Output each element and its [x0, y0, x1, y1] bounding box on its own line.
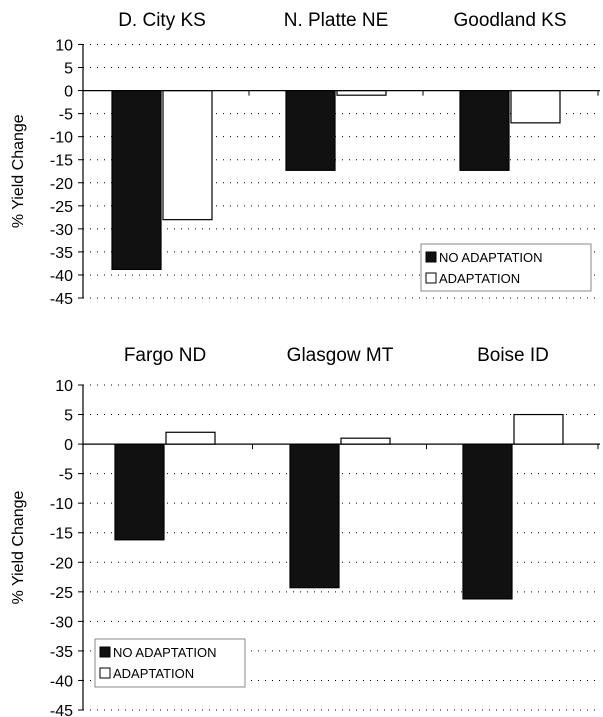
y-axis-label: % Yield Change — [10, 114, 27, 228]
legend-label: NO ADAPTATION — [439, 250, 543, 265]
y-tick-label: -15 — [50, 526, 73, 543]
category-label: D. City KS — [118, 10, 206, 31]
y-tick-label: 0 — [64, 84, 73, 101]
y-tick-label: 5 — [64, 408, 73, 425]
y-tick-label: 10 — [55, 38, 73, 55]
y-tick-label: -10 — [50, 496, 73, 513]
category-label: Goodland KS — [453, 10, 566, 31]
bar-adaptation — [513, 413, 564, 445]
bar-no-adaptation — [114, 443, 165, 541]
bar-no-adaptation — [111, 89, 162, 271]
legend-label: NO ADAPTATION — [113, 645, 217, 660]
y-tick-label: 0 — [64, 437, 73, 454]
y-tick-label: -5 — [59, 107, 73, 124]
legend: NO ADAPTATION ADAPTATION — [420, 243, 592, 292]
y-tick-label: -25 — [50, 199, 73, 216]
y-tick-label: -35 — [50, 644, 73, 661]
y-tick-label: -25 — [50, 585, 73, 602]
legend-box — [94, 638, 246, 688]
category-label: Fargo ND — [124, 345, 206, 366]
legend-swatch — [425, 272, 437, 284]
bar-no-adaptation — [285, 89, 336, 171]
legend-label: ADAPTATION — [439, 271, 520, 286]
y-tick-label: 5 — [64, 61, 73, 78]
y-tick-label: -30 — [50, 222, 73, 239]
bar-adaptation — [336, 89, 387, 96]
y-axis-label: % Yield Change — [10, 490, 27, 604]
y-tick-label: -40 — [50, 673, 73, 690]
y-tick-label: -45 — [50, 291, 73, 308]
y-tick-label: -15 — [50, 153, 73, 170]
legend-swatch — [99, 667, 111, 679]
category-label: N. Platte NE — [284, 10, 389, 31]
bar-adaptation — [165, 431, 216, 445]
y-tick-label: -5 — [59, 467, 73, 484]
y-tick-label: -20 — [50, 555, 73, 572]
bar-no-adaptation — [459, 89, 510, 171]
legend: NO ADAPTATION ADAPTATION — [94, 638, 246, 688]
bar-no-adaptation — [289, 443, 340, 589]
y-tick-label: 10 — [55, 378, 73, 395]
legend-label: ADAPTATION — [113, 666, 194, 681]
category-label: Boise ID — [477, 345, 549, 366]
y-tick-label: -10 — [50, 130, 73, 147]
chart-panel-1: 10 5 0 -5 -10 -15 -20 -25 -30 -35 -40 -45 % Yield Ch… — [10, 10, 600, 308]
bar-adaptation — [162, 89, 213, 221]
category-label: Glasgow MT — [287, 345, 394, 366]
y-tick-label: -30 — [50, 614, 73, 631]
bar-adaptation — [510, 89, 561, 124]
legend-swatch — [425, 251, 437, 263]
legend-swatch — [99, 646, 111, 658]
bar-no-adaptation — [462, 443, 513, 600]
y-tick-label: -35 — [50, 245, 73, 262]
y-tick-label: -20 — [50, 176, 73, 193]
legend-box — [420, 243, 592, 292]
y-tick-label: -45 — [50, 703, 73, 717]
chart-panel-2: 10 5 0 -5 -10 -15 -20 -25 -30 -35 -40 -45 % Yield Ch… — [10, 345, 600, 717]
y-tick-label: -40 — [50, 268, 73, 285]
bar-adaptation — [340, 437, 391, 445]
